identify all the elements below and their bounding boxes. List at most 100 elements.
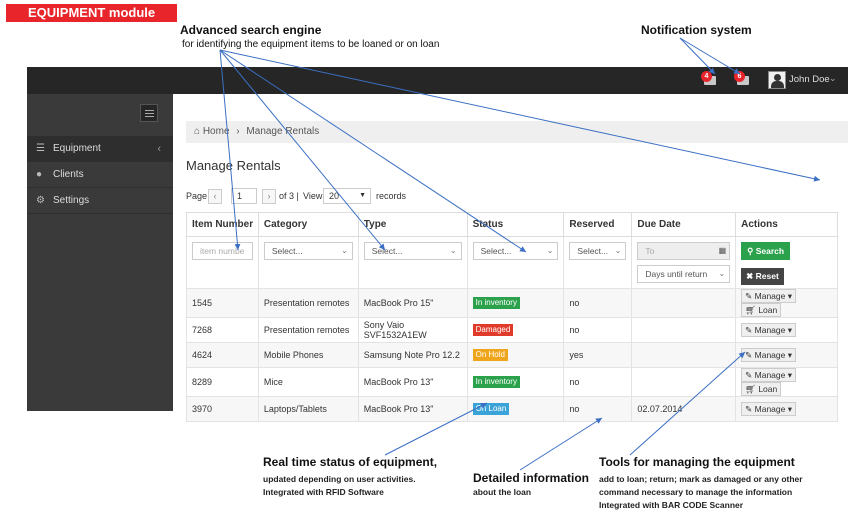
due-date-cell: 02.07.2014 bbox=[631, 396, 737, 422]
pager-prev-button[interactable]: ‹ bbox=[208, 189, 222, 204]
arrow-to-status-filter bbox=[219, 49, 527, 253]
header-category[interactable]: Category bbox=[257, 212, 359, 237]
page-title: Manage Rentals bbox=[186, 158, 281, 173]
actions-cell: ✎ Manage ▾ 🛒︎ Loan bbox=[735, 367, 838, 397]
annotation-tools-sub3: Integrated with BAR CODE Scanner bbox=[599, 500, 744, 510]
reserved-filter-value: Select... bbox=[577, 246, 609, 256]
header-actions: Actions bbox=[735, 212, 838, 237]
menu-toggle-icon[interactable] bbox=[140, 104, 158, 122]
mail-badge: 6 bbox=[734, 71, 745, 82]
sidebar-item-settings[interactable]: ⚙ Settings bbox=[27, 188, 173, 214]
annotation-search-subtitle: for identifying the equipment items to b… bbox=[182, 39, 440, 50]
actions-cell: ✎ Manage ▾ bbox=[735, 317, 838, 343]
search-button[interactable]: ⚲ Search bbox=[741, 242, 791, 260]
table-row: 7268 Presentation remotes Sony Vaio SVF153… bbox=[186, 317, 838, 343]
filter-row: item numbe Select... ⌄ Select... ⌄ Select.… bbox=[186, 236, 838, 289]
category-filter[interactable]: Select... ⌄ bbox=[263, 242, 353, 260]
pencil-icon: ✎ bbox=[745, 370, 753, 380]
breadcrumb-home[interactable]: Home bbox=[202, 126, 230, 137]
reserved-filter[interactable]: Select... ⌄ bbox=[569, 242, 627, 260]
avatar[interactable] bbox=[768, 71, 786, 89]
reserved-cell: no bbox=[563, 317, 633, 343]
item-number-cell: 3970 bbox=[186, 396, 259, 422]
header-type[interactable]: Type bbox=[357, 212, 468, 237]
sidebar-item-label: Clients bbox=[53, 169, 84, 180]
status-cell: In inventory bbox=[466, 288, 565, 318]
messages-notification[interactable]: 4 bbox=[701, 71, 719, 89]
reset-button[interactable]: ✖ Reset bbox=[741, 268, 784, 285]
manage-label: Manage bbox=[754, 370, 786, 380]
type-filter-value: Select... bbox=[371, 246, 403, 256]
annotation-detail-title: Detailed information bbox=[473, 471, 590, 485]
caret-down-icon: ▾ bbox=[787, 350, 793, 360]
status-badge: Damaged bbox=[472, 324, 514, 336]
mail-notification[interactable]: 6 bbox=[734, 71, 752, 89]
pager-next-button[interactable]: › bbox=[262, 189, 276, 204]
annotation-status-title: Real time status of equipment, bbox=[263, 455, 438, 469]
arrow-to-status-badge bbox=[384, 402, 488, 456]
manage-button[interactable]: ✎ Manage ▾ bbox=[741, 402, 797, 416]
due-date-cell bbox=[631, 288, 737, 318]
home-icon[interactable]: ⌂ bbox=[194, 126, 201, 137]
annotation-tools-title: Tools for managing the equipment bbox=[599, 455, 795, 469]
list-icon: ☰ bbox=[36, 143, 45, 154]
chevron-down-icon[interactable]: ⌄ bbox=[829, 73, 837, 83]
type-filter[interactable]: Select... ⌄ bbox=[363, 242, 462, 260]
status-cell: On Hold bbox=[466, 342, 565, 368]
sidebar-item-clients[interactable]: ● Clients bbox=[27, 162, 173, 188]
annotation-status-sub2: Integrated with RFID Software bbox=[263, 487, 384, 497]
arrow-to-messages bbox=[679, 37, 716, 75]
pencil-icon: ✎ bbox=[745, 325, 753, 335]
status-cell: Damaged bbox=[466, 317, 565, 343]
user-icon: ● bbox=[36, 169, 43, 180]
header-reserved[interactable]: Reserved bbox=[563, 212, 633, 237]
category-cell: Mice bbox=[257, 367, 359, 397]
pager-page-input[interactable]: 1 bbox=[231, 188, 257, 204]
annotation-notification-title: Notification system bbox=[641, 23, 752, 37]
breadcrumb: ⌂ Home › Manage Rentals bbox=[186, 121, 848, 143]
manage-label: Manage bbox=[754, 404, 786, 414]
pencil-icon: ✎ bbox=[745, 350, 753, 360]
caret-down-icon: ▾ bbox=[787, 291, 793, 301]
item-number-cell: 1545 bbox=[186, 288, 259, 318]
breadcrumb-current: Manage Rentals bbox=[246, 126, 320, 137]
chevron-down-icon: ⌄ bbox=[718, 269, 726, 278]
status-badge: On Hold bbox=[472, 349, 508, 361]
manage-button[interactable]: ✎ Manage ▾ bbox=[741, 323, 797, 337]
loan-button[interactable]: 🛒︎ Loan bbox=[741, 382, 782, 396]
type-cell: Sony Vaio SVF1532A1EW bbox=[357, 317, 468, 343]
user-name[interactable]: John Doe bbox=[789, 74, 830, 85]
header-status[interactable]: Status bbox=[466, 212, 565, 237]
chevron-left-icon: ‹ bbox=[157, 143, 161, 155]
messages-badge: 4 bbox=[701, 71, 712, 82]
arrow-to-table bbox=[219, 49, 821, 182]
table-header-row: Item Number Category Type Status Reserve… bbox=[186, 212, 838, 237]
breadcrumb-separator: › bbox=[236, 126, 240, 137]
status-cell: In inventory bbox=[466, 367, 565, 397]
days-until-return-select[interactable]: Days until return ⌄ bbox=[637, 265, 731, 283]
due-date-filter[interactable]: To ▦ bbox=[637, 242, 731, 260]
chevron-down-icon: ⌄ bbox=[341, 246, 348, 255]
arrow-to-item-filter bbox=[219, 49, 241, 251]
arrow-to-loan-details bbox=[519, 417, 603, 471]
item-number-cell: 7268 bbox=[186, 317, 259, 343]
cart-icon: 🛒︎ bbox=[745, 384, 756, 394]
sidebar-item-label: Settings bbox=[53, 195, 90, 206]
status-badge: In inventory bbox=[472, 376, 520, 388]
chevron-down-icon: ⌄ bbox=[449, 246, 457, 255]
chevron-down-icon: ⌄ bbox=[546, 246, 554, 255]
pager-view-label: View bbox=[303, 191, 323, 201]
close-icon: ✖ bbox=[746, 271, 754, 281]
status-filter[interactable]: Select... ⌄ bbox=[472, 242, 559, 260]
type-cell: Samsung Note Pro 12.2 bbox=[357, 342, 468, 368]
header-due-date[interactable]: Due Date bbox=[631, 212, 737, 237]
pencil-icon: ✎ bbox=[745, 291, 753, 301]
calendar-icon[interactable]: ▦ bbox=[718, 246, 727, 255]
arrow-to-mail bbox=[679, 37, 741, 75]
manage-button[interactable]: ✎ Manage ▾ bbox=[741, 348, 797, 362]
table-row: 3970 Laptops/Tablets MacBook Pro 13" On Loa… bbox=[186, 396, 838, 422]
sidebar-item-equipment[interactable]: ☰ Equipment ‹ bbox=[27, 136, 173, 162]
caret-down-icon: ▾ bbox=[787, 404, 793, 414]
pager-page-label: Page bbox=[186, 191, 208, 201]
loan-button[interactable]: 🛒︎ Loan bbox=[741, 303, 782, 317]
